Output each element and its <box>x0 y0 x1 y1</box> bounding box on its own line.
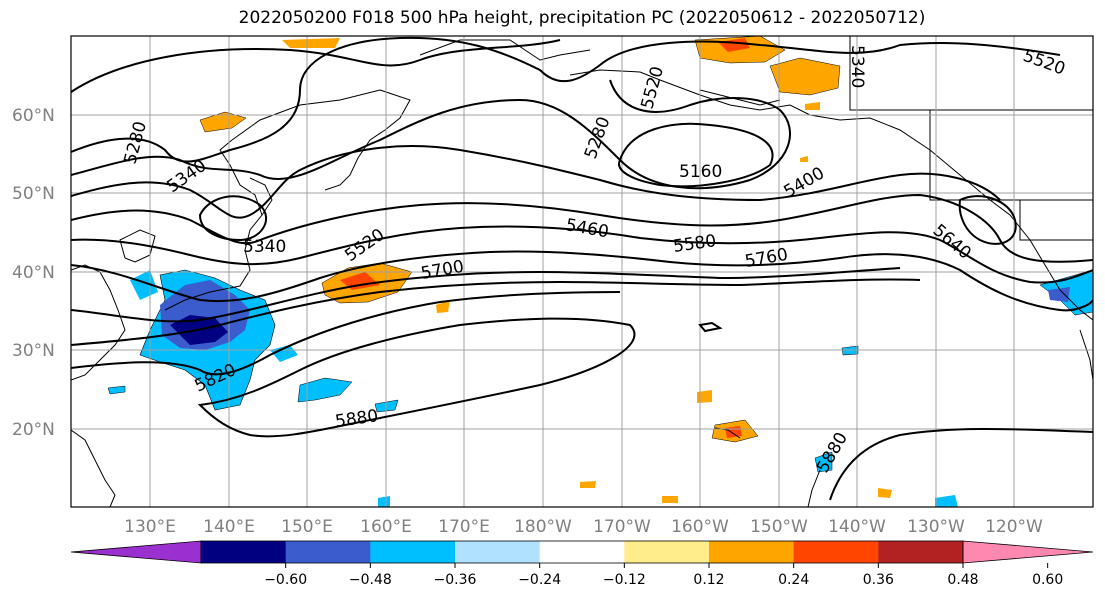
colorbar-tick-label: 0.24 <box>778 572 809 588</box>
contour-label: 5160 <box>679 162 722 182</box>
height-contours <box>71 36 1093 501</box>
colorbar-segment <box>624 541 710 563</box>
lon-label: 140°W <box>828 517 886 537</box>
lon-label: 130°W <box>907 517 965 537</box>
colorbar-tick-label: 0.12 <box>693 572 724 588</box>
lon-label: 120°W <box>985 517 1043 537</box>
lon-label: 170°E <box>438 517 490 537</box>
lat-label: 20°N <box>12 420 55 440</box>
contour-label: 5340 <box>243 237 286 257</box>
colorbar-tick-label: 0.36 <box>863 572 894 588</box>
lat-label: 40°N <box>12 263 55 283</box>
lon-label: 130°E <box>124 517 176 537</box>
lon-label: 170°W <box>593 517 651 537</box>
colorbar-extend-low <box>70 540 202 564</box>
colorbar-tick-label: 0.48 <box>947 572 978 588</box>
colorbar-tick-label: 0.60 <box>1032 572 1063 588</box>
lat-label: 30°N <box>12 341 55 361</box>
colorbar-tick-label: −0.36 <box>434 572 477 588</box>
colorbar-extend-high <box>962 540 1094 564</box>
lon-label: 140°E <box>203 517 255 537</box>
colorbar-outline <box>200 540 964 564</box>
lat-label: 60°N <box>12 106 55 126</box>
lon-label: 160°E <box>360 517 412 537</box>
colorbar-tick-label: −0.24 <box>518 572 561 588</box>
chart-title: 2022050200 F018 500 hPa height, precipit… <box>238 8 926 28</box>
lat-label: 50°N <box>12 184 55 204</box>
colorbar-segment <box>285 541 371 563</box>
map-frame <box>70 35 1094 508</box>
colorbar-segment <box>793 541 879 563</box>
colorbar-segment <box>878 541 964 563</box>
longitude-labels: 130°E 140°E 150°E 160°E 170°E 180°W 170°… <box>124 517 1043 537</box>
colorbar-tick-label: −0.60 <box>264 572 307 588</box>
colorbar-segment <box>370 541 456 563</box>
lon-label: 150°W <box>750 517 808 537</box>
colorbar-segment <box>709 541 795 563</box>
colorbar: −0.60 −0.48 −0.36 −0.24 −0.12 0.12 0.24 0.36 0.4… <box>70 540 1094 588</box>
colorbar-segment <box>455 541 541 563</box>
lon-label: 150°E <box>281 517 333 537</box>
lon-label: 180°W <box>514 517 572 537</box>
contour-label: 5340 <box>847 45 867 88</box>
colorbar-tick-label: −0.12 <box>603 572 646 588</box>
lon-label: 160°W <box>671 517 729 537</box>
latitude-labels: 60°N 50°N 40°N 30°N 20°N <box>12 106 55 440</box>
colorbar-segment <box>539 541 625 563</box>
colorbar-segment <box>201 541 287 563</box>
colorbar-tick-label: −0.48 <box>349 572 392 588</box>
